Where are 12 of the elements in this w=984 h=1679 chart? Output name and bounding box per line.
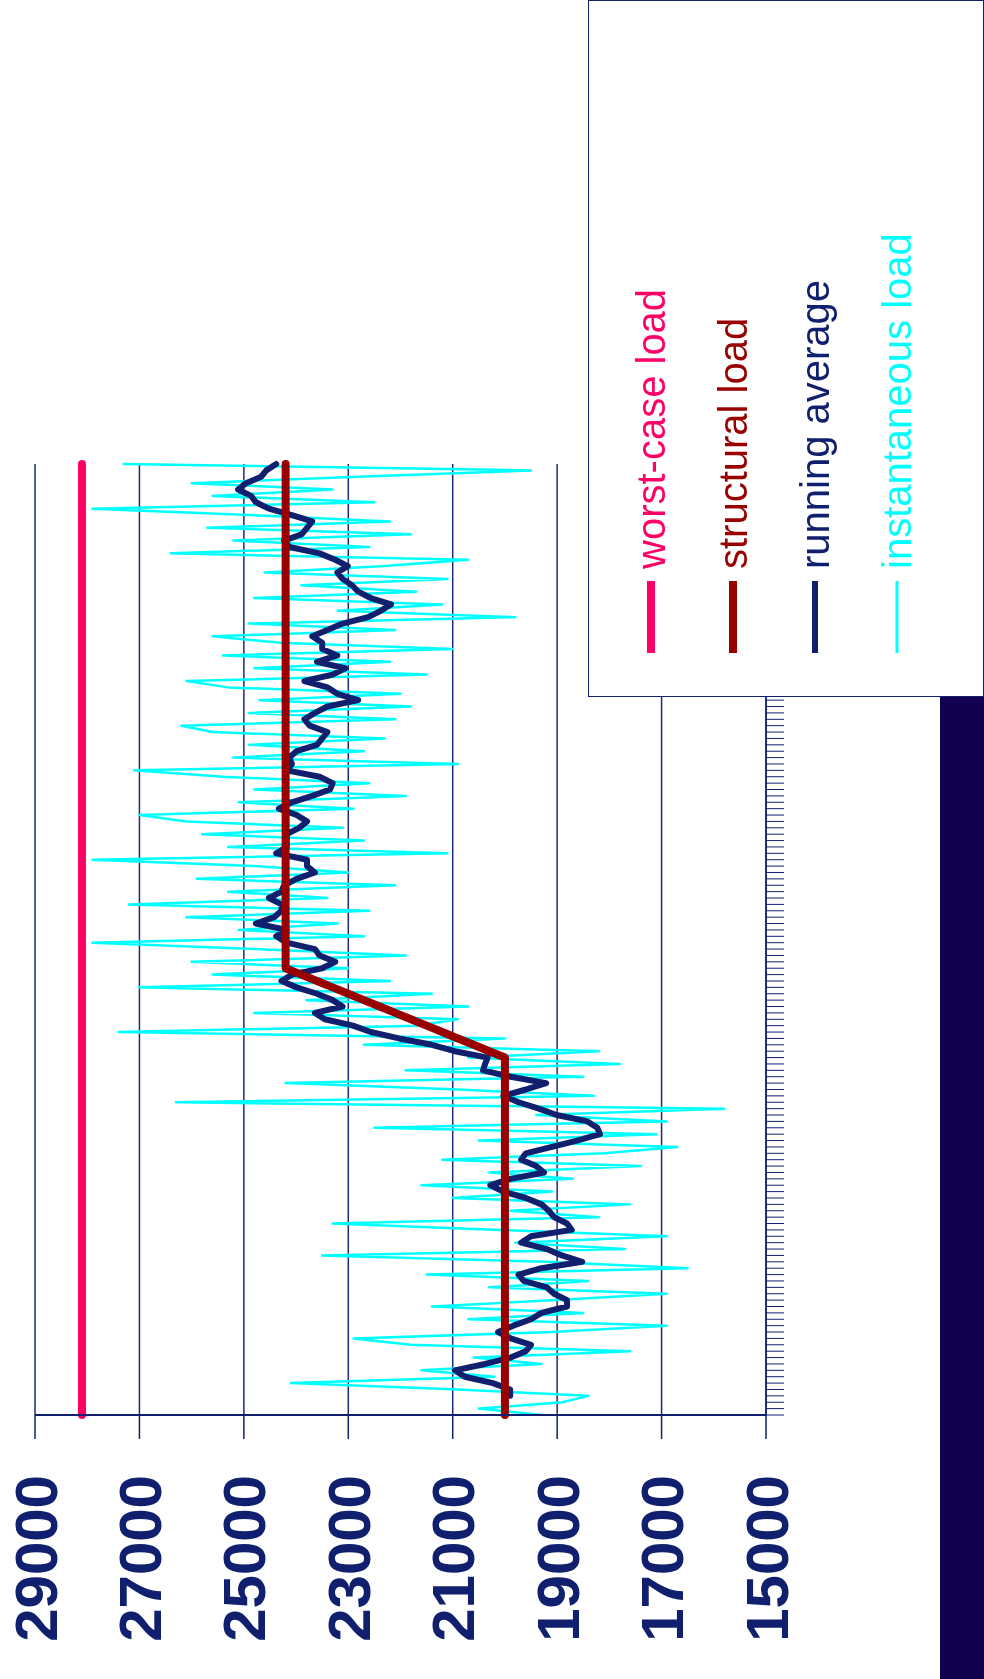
x-tick-label: 27000 bbox=[107, 1475, 175, 1642]
text: structural load bbox=[710, 317, 756, 569]
x-tick-label: 29000 bbox=[2, 1475, 70, 1642]
text: running average bbox=[792, 279, 838, 569]
text: worst-case load bbox=[628, 288, 674, 569]
x-tick-label: 15000 bbox=[733, 1475, 801, 1642]
x-tick-label: 17000 bbox=[629, 1475, 697, 1642]
x-tick-label: 19000 bbox=[524, 1475, 592, 1642]
x-tick-label: 21000 bbox=[420, 1475, 488, 1642]
x-tick-label: 25000 bbox=[211, 1475, 279, 1642]
text: instantaneous load bbox=[874, 233, 920, 569]
x-tick-label: 23000 bbox=[315, 1475, 383, 1642]
